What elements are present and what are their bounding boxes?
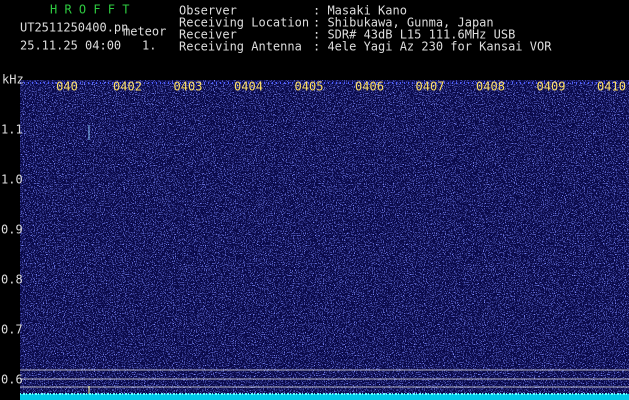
axes: 1.1 1.0 0.9 0.8 0.7 0.6 040 0402 0403 0404 0405 040… bbox=[1, 80, 626, 387]
x-label: 0409 bbox=[537, 80, 566, 94]
y-label: 0.6 bbox=[1, 373, 23, 387]
info-label: Receiving Antenna bbox=[179, 40, 302, 54]
info-value: : SDR# 43dB L15 111.6MHz USB bbox=[313, 28, 515, 42]
y-label: 1.0 bbox=[1, 173, 23, 187]
app-name: H R O F F T bbox=[50, 3, 129, 17]
frame: 1. bbox=[142, 39, 156, 53]
x-label: 0405 bbox=[295, 80, 324, 94]
x-label: 0408 bbox=[476, 80, 505, 94]
spectrogram-noise bbox=[20, 80, 629, 400]
info-value: : Masaki Kano bbox=[313, 4, 407, 18]
tag: meteor bbox=[123, 25, 166, 39]
y-label: 0.7 bbox=[1, 323, 23, 337]
x-label: 0407 bbox=[416, 80, 445, 94]
x-label: 0410 bbox=[597, 80, 626, 94]
info-label: Receiving Location bbox=[179, 16, 309, 30]
info: Observer : Masaki Kano Receiving Location:… bbox=[179, 4, 552, 54]
x-label: 0403 bbox=[174, 80, 203, 94]
file-name: UT2511250400.pn bbox=[20, 21, 128, 35]
info-value: : 4ele Yagi Az 230 for Kansai VOR bbox=[313, 40, 552, 54]
x-label: 0406 bbox=[355, 80, 384, 94]
x-label: 040 bbox=[56, 80, 78, 94]
info-label: Observer bbox=[179, 4, 237, 18]
y-label: 0.8 bbox=[1, 273, 23, 287]
datetime: 25.11.25 04:00 bbox=[20, 39, 121, 53]
level-trace bbox=[20, 394, 629, 400]
y-label: 1.1 bbox=[1, 123, 23, 137]
x-label: 0402 bbox=[113, 80, 142, 94]
x-label: 0404 bbox=[234, 80, 263, 94]
unit-label: kHz bbox=[2, 73, 24, 87]
y-label: 0.9 bbox=[1, 223, 23, 237]
info-value: : Shibukawa, Gunma, Japan bbox=[313, 16, 494, 30]
info-label: Receiver bbox=[179, 28, 237, 42]
